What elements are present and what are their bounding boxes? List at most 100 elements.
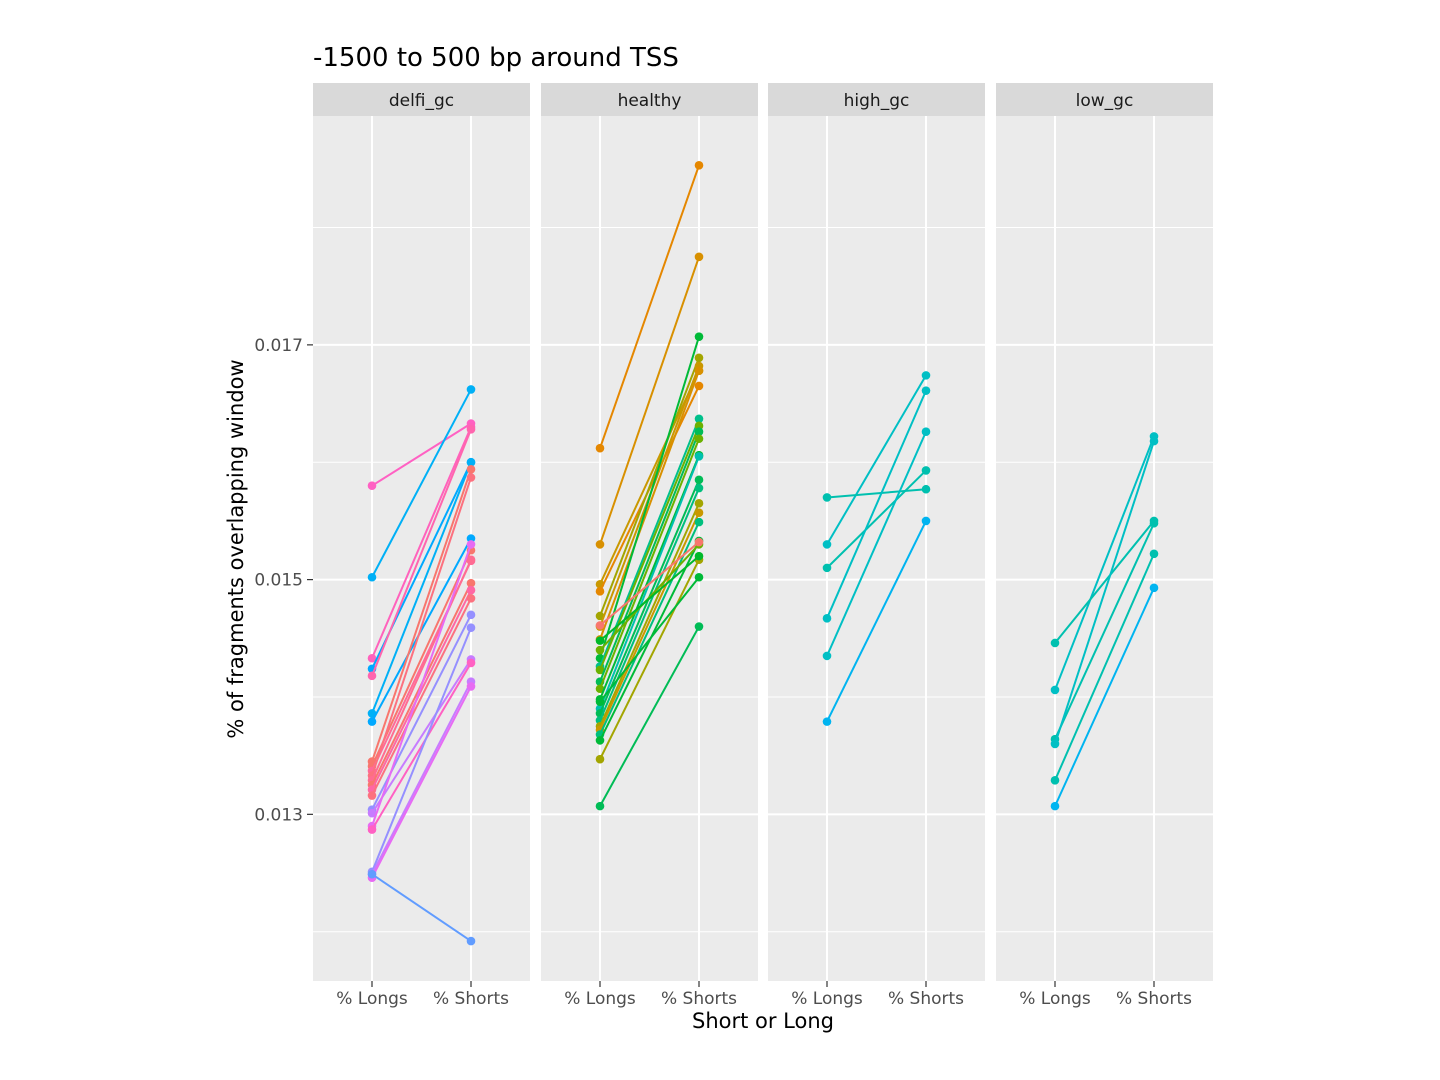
data-point — [694, 537, 704, 547]
data-point — [694, 427, 704, 437]
data-point — [694, 366, 704, 375]
data-point — [595, 697, 605, 706]
data-point — [694, 475, 704, 485]
facet-strip-label: delfi_gc — [389, 91, 454, 111]
data-point — [694, 483, 704, 493]
facet-strip — [996, 83, 1213, 116]
facet-strip-label: low_gc — [1076, 91, 1134, 111]
x-tick-label: % Shorts — [888, 989, 964, 1009]
data-point — [595, 540, 605, 549]
facet-panels: delfi_gc % Longs % Shorts healthy % Longs % S… — [313, 83, 1213, 1009]
data-point — [466, 578, 476, 588]
data-point — [466, 585, 476, 595]
series-line — [1054, 440, 1155, 745]
data-point — [921, 466, 931, 475]
series-line — [599, 418, 700, 667]
x-tick-label: % Longs — [564, 989, 636, 1009]
data-point — [822, 717, 832, 726]
series-line — [599, 559, 700, 760]
facet-delfi_gc: delfi_gc % Longs % Shorts — [313, 83, 530, 1009]
data-point — [595, 684, 605, 694]
series-line — [599, 626, 700, 807]
series-line — [599, 256, 700, 545]
series-line — [599, 576, 700, 703]
series-line — [1054, 436, 1155, 691]
series-line — [371, 468, 472, 762]
series-line — [1054, 522, 1155, 740]
facet-strip-label: healthy — [618, 91, 682, 111]
facet-strip — [313, 83, 530, 116]
series-line — [371, 544, 472, 827]
x-tick-label: % Longs — [336, 989, 408, 1009]
data-point — [595, 587, 605, 596]
data-point — [694, 160, 704, 170]
data-point — [921, 371, 931, 380]
series-line — [371, 461, 472, 714]
series-line — [599, 336, 700, 659]
data-point — [694, 499, 704, 508]
panel-background — [768, 116, 985, 981]
data-point — [466, 457, 476, 467]
data-point — [1149, 583, 1159, 593]
data-point — [822, 493, 832, 502]
data-point — [1149, 436, 1159, 446]
series-line — [599, 357, 700, 617]
series-line — [371, 559, 472, 781]
data-point — [466, 464, 476, 474]
y-axis-title: % of fragments overlapping window — [224, 359, 248, 738]
data-point — [694, 551, 704, 561]
series-line — [371, 681, 472, 875]
data-point — [466, 658, 476, 668]
data-point — [921, 386, 931, 395]
data-point — [466, 473, 476, 482]
data-point — [1050, 776, 1060, 785]
facet-strip — [541, 83, 758, 116]
series-line — [371, 627, 472, 873]
data-point — [694, 572, 704, 582]
data-point — [367, 481, 377, 491]
data-point — [466, 623, 476, 633]
data-point — [1149, 518, 1159, 528]
facet-strip-label: high_gc — [844, 91, 910, 111]
series-line — [371, 873, 472, 942]
data-point — [466, 610, 476, 620]
data-point — [367, 869, 377, 879]
data-point — [694, 414, 704, 424]
series-line — [599, 370, 700, 585]
x-tick-label: % Shorts — [661, 989, 737, 1009]
data-point — [694, 508, 704, 518]
series-line — [826, 469, 927, 569]
data-point — [595, 621, 605, 630]
data-point — [367, 825, 377, 834]
data-point — [466, 540, 476, 549]
series-line — [599, 164, 700, 449]
data-point — [694, 622, 704, 631]
data-point — [694, 252, 704, 262]
series-line — [599, 521, 700, 735]
data-point — [367, 653, 377, 663]
data-point — [822, 651, 832, 661]
data-point — [694, 517, 704, 527]
data-point — [466, 594, 476, 603]
data-point — [466, 385, 476, 394]
series-line — [826, 520, 927, 723]
facet-healthy: healthy % Longs % Shorts — [541, 83, 758, 1009]
data-point — [1050, 801, 1060, 811]
data-point — [466, 936, 476, 946]
series-line — [826, 390, 927, 619]
data-point — [595, 636, 605, 645]
y-tick-label: 0.013 — [254, 805, 303, 825]
data-point — [595, 754, 605, 764]
series-line — [1054, 553, 1155, 781]
data-point — [694, 353, 704, 363]
data-point — [1149, 549, 1159, 559]
chart-title: -1500 to 500 bp around TSS — [313, 43, 679, 73]
x-axis-title: Short or Long — [692, 1009, 834, 1033]
series-line — [371, 685, 472, 879]
data-point — [466, 682, 476, 691]
series-line — [599, 425, 700, 671]
series-line — [599, 541, 700, 627]
series-line — [826, 488, 927, 499]
x-tick-label: % Shorts — [1116, 989, 1192, 1009]
